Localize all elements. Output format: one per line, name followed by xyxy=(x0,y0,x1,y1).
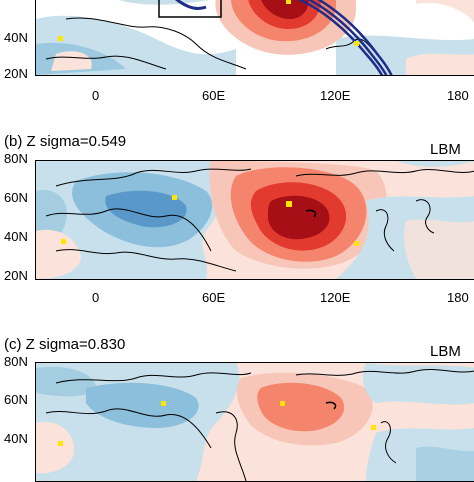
panel-a-lat-20n: 20N xyxy=(4,66,28,81)
panel-b-lon-120e: 120E xyxy=(320,290,351,305)
map-panel-a xyxy=(35,0,474,76)
panel-c-title: (c) Z sigma=0.830 xyxy=(4,336,126,353)
panel-b-tag: LBM xyxy=(430,141,461,158)
panel-a-lon-120e: 120E xyxy=(320,88,351,103)
map-panel-b xyxy=(35,160,474,280)
panel-a-lon-0: 0 xyxy=(92,88,100,103)
panel-b-lon-0: 0 xyxy=(92,290,100,305)
panel-a-lon-180: 180 xyxy=(447,88,469,103)
panel-b-lat-20n: 20N xyxy=(4,268,28,283)
map-panel-c-svg xyxy=(36,363,474,481)
map-panel-c xyxy=(35,362,474,482)
panel-b-lon-60e: 60E xyxy=(202,290,226,305)
panel-b-lat-60n: 60N xyxy=(4,190,28,205)
panel-c-lat-40n: 40N xyxy=(4,431,28,446)
panel-c-tag: LBM xyxy=(430,343,461,360)
panel-a-lat-40n: 40N xyxy=(4,30,28,45)
panel-b-title: (b) Z sigma=0.549 xyxy=(4,133,127,150)
map-panel-a-svg xyxy=(36,0,474,75)
panel-b-lat-80n: 80N xyxy=(4,151,28,166)
panel-a-lon-60e: 60E xyxy=(202,88,226,103)
panel-c-lat-80n: 80N xyxy=(4,354,28,369)
map-panel-b-svg xyxy=(36,161,474,279)
panel-c-lat-60n: 60N xyxy=(4,392,28,407)
panel-b-lon-180: 180 xyxy=(447,290,469,305)
panel-b-lat-40n: 40N xyxy=(4,229,28,244)
